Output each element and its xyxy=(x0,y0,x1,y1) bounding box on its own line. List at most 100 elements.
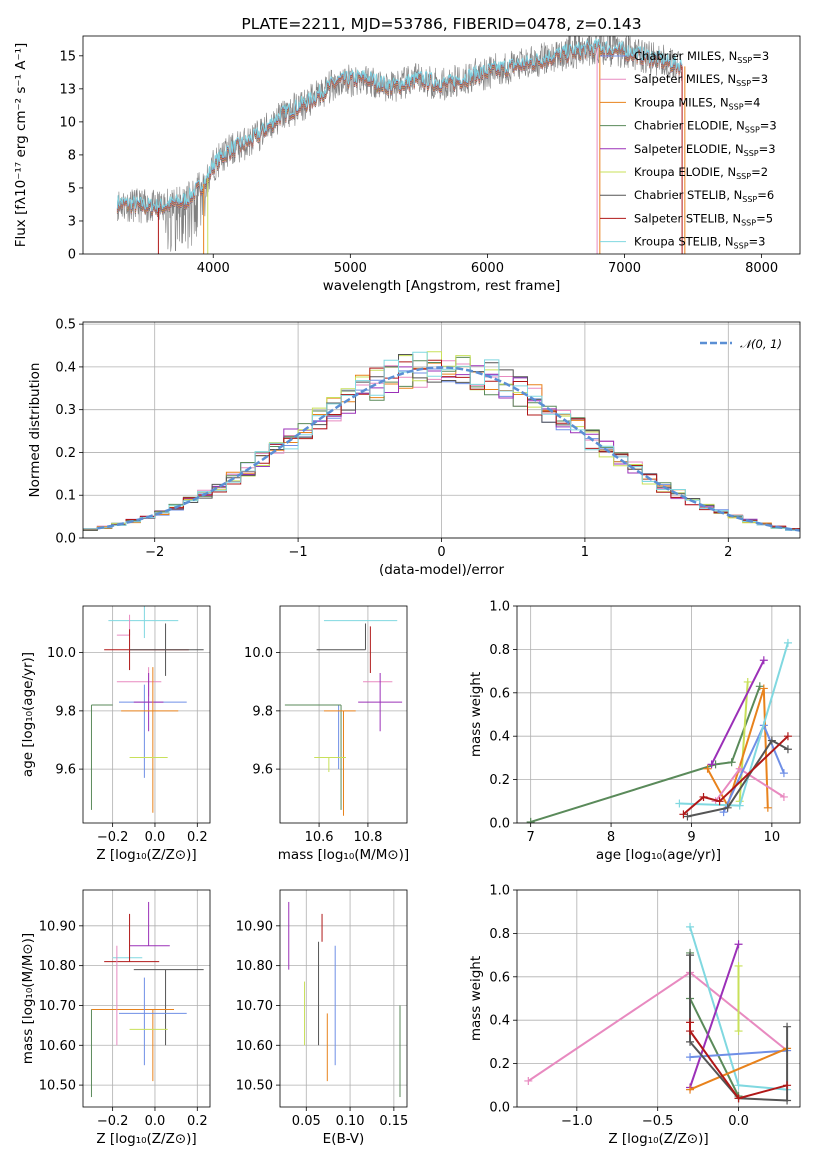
series-marker-salpeter_miles xyxy=(779,792,788,801)
axes-frame xyxy=(516,889,801,1108)
errorbar-kroupa_miles xyxy=(91,1008,175,1082)
y-tick-label: 10.60 xyxy=(236,1039,273,1054)
errorbar-salpeter_elodie xyxy=(133,672,164,732)
series-marker-kroupa_stelib xyxy=(734,1081,743,1090)
series-marker-chabrier_stelib xyxy=(683,812,692,821)
x-tick-label: 7000 xyxy=(608,261,641,276)
y-tick-label: 10.50 xyxy=(236,1079,273,1094)
errorbar-chabrier_miles xyxy=(118,977,187,1066)
series-marker-chabrier_stelib xyxy=(723,803,732,812)
x-axis-label: E(B-V) xyxy=(323,1131,365,1147)
x-tick-label: 9 xyxy=(687,830,695,845)
series-line-salpeter_elodie xyxy=(710,659,765,765)
x-tick-label: 1 xyxy=(581,545,589,560)
y-tick-label: 9.8 xyxy=(55,704,76,719)
y-tick-label: 10.0 xyxy=(47,646,76,661)
series-marker-kroupa_miles xyxy=(686,1085,695,1094)
series-line-kroupa_miles xyxy=(689,1047,788,1091)
series-marker-kroupa_elodie xyxy=(734,1027,743,1036)
series-marker-salpeter_elodie xyxy=(734,940,743,949)
x-tick-label: 0.0 xyxy=(145,830,166,845)
series-marker-kroupa_stelib xyxy=(735,801,744,810)
errorbar-salpeter_stelib xyxy=(104,913,160,963)
x-tick-label: 0.0 xyxy=(728,1114,749,1129)
y-tick-label: 0.0 xyxy=(489,817,510,832)
series-marker-salpeter_miles xyxy=(524,1076,533,1085)
series-marker-chabrier_elodie xyxy=(727,758,736,767)
y-tick-label: 0.2 xyxy=(489,1057,510,1072)
legend-label-chabrier_elodie: Chabrier ELODIE, NSSP=3 xyxy=(634,119,777,135)
y-tick-label: 0.4 xyxy=(489,730,510,745)
y-tick-label: 15 xyxy=(59,49,76,64)
y-tick-label: 10.70 xyxy=(236,999,273,1014)
y-tick-label: 10.50 xyxy=(39,1079,76,1094)
x-axis-label: mass [log₁₀(M/M⊙)] xyxy=(278,847,409,863)
y-tick-label: 10.80 xyxy=(236,959,273,974)
y-tick-label: 10.90 xyxy=(236,919,273,934)
y-tick-label: 0.4 xyxy=(55,360,76,375)
y-tick-label: 9.6 xyxy=(252,763,273,778)
y-tick-label: 10.0 xyxy=(244,646,273,661)
y-tick-label: 9.6 xyxy=(55,763,76,778)
chart-massweight_vs_Z: −1.0 −0.5 0.0 0.0 0.2 0.4 0.6 0.8 1.0 Z [log₁₀(Z/… xyxy=(468,884,801,1147)
series-marker-kroupa_stelib xyxy=(783,638,792,647)
x-tick-label: 0.05 xyxy=(292,1114,321,1129)
y-tick-label: 10 xyxy=(59,115,76,130)
x-tick-label: 8 xyxy=(607,830,615,845)
y-tick-label: 0.3 xyxy=(55,403,76,418)
series-line-chabrier_miles xyxy=(689,1049,788,1059)
y-tick-label: 0.5 xyxy=(55,318,76,333)
y-tick-label: 10.70 xyxy=(39,999,76,1014)
y-tick-label: 10.90 xyxy=(39,919,76,934)
chart-age_vs_mass: 10.6 10.8 9.6 9.8 10.0 mass [log₁₀(M/M⊙)] xyxy=(244,605,409,863)
chart-mass_vs_ebv: 0.05 0.10 0.15 10.50 10.60 10.70 10.80 10.90 E(B… xyxy=(236,889,408,1147)
x-tick-label: 0.15 xyxy=(379,1114,408,1129)
y-tick-label: 0.6 xyxy=(489,686,510,701)
x-tick-label: 0.10 xyxy=(336,1114,365,1129)
series-marker-salpeter_miles xyxy=(735,764,744,773)
axes-frame xyxy=(82,605,211,824)
y-tick-label: 1.0 xyxy=(489,884,510,899)
plot-area xyxy=(90,606,204,813)
errorbar-salpeter_elodie xyxy=(129,901,170,947)
y-tick-label: 0.4 xyxy=(489,1014,510,1029)
series-marker-salpeter_stelib xyxy=(734,1094,743,1103)
y-axis-label: Normed distribution xyxy=(27,363,43,498)
y-tick-label: 0.0 xyxy=(489,1101,510,1116)
y-tick-label: 3 xyxy=(68,214,76,229)
series-marker-chabrier_miles xyxy=(686,1053,695,1062)
series-marker-kroupa_miles xyxy=(763,803,772,812)
y-tick-label: 1.0 xyxy=(489,600,510,615)
x-axis-label: age [log₁₀(age/yr)] xyxy=(596,847,721,863)
series-marker-salpeter_stelib xyxy=(783,1081,792,1090)
plot-area xyxy=(284,620,403,816)
plot-area xyxy=(83,351,800,532)
legend-label-chabrier_miles: Chabrier MILES, NSSP=3 xyxy=(634,49,769,65)
series-marker-kroupa_miles xyxy=(703,764,712,773)
y-axis-label: Flux [fλ10⁻¹⁷ erg cm⁻² s⁻¹ A⁻¹] xyxy=(13,43,29,248)
y-axis-label: mass weight xyxy=(468,956,484,1041)
series-line-salpeter_elodie xyxy=(689,943,740,1088)
axes-frame xyxy=(279,889,408,1108)
y-tick-label: 10.80 xyxy=(39,959,76,974)
series-marker-kroupa_miles xyxy=(759,684,768,693)
legend-label-gaussian: 𝒩(0, 1) xyxy=(740,337,782,351)
errorbar-chabrier_stelib xyxy=(129,623,204,676)
series-marker-kroupa_elodie xyxy=(734,961,743,970)
plot-area xyxy=(288,901,401,1098)
errorbar-chabrier_elodie xyxy=(90,704,113,810)
x-tick-label: 10 xyxy=(764,830,781,845)
chart-spectrum: 4000 5000 6000 7000 8000 0 3 5 8 10 13 15 wavelength… xyxy=(13,15,801,294)
chart-mass_vs_Z: −0.2 0.0 0.2 10.50 10.60 10.70 10.80 10.90 Z [lo… xyxy=(20,889,211,1147)
errorbar-kroupa_elodie xyxy=(314,756,346,773)
x-tick-label: −1.0 xyxy=(561,1114,593,1129)
series-line-salpeter_stelib xyxy=(689,1022,788,1100)
errorbar-chabrier_miles xyxy=(304,704,340,770)
x-tick-label: −0.2 xyxy=(97,830,129,845)
series-marker-chabrier_stelib xyxy=(783,1022,792,1031)
axes-frame xyxy=(516,605,801,824)
legend-label-kroupa_miles: Kroupa MILES, NSSP=4 xyxy=(634,95,760,111)
series-line-salpeter_stelib xyxy=(682,735,789,816)
series-marker-kroupa_elodie xyxy=(743,677,752,686)
x-axis-label: Z [log₁₀(Z/Z⊙)] xyxy=(96,847,196,863)
